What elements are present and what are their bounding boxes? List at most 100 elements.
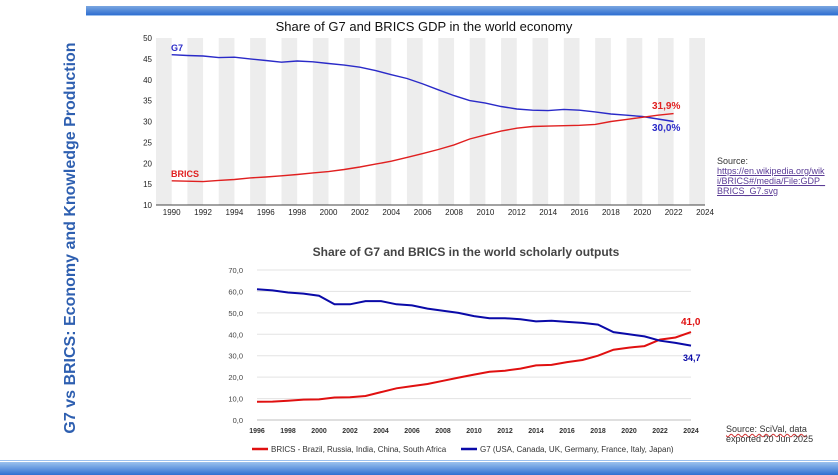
gdp-x-tick-label: 1994 bbox=[226, 208, 244, 217]
gdp-x-tick-label: 2016 bbox=[571, 208, 589, 217]
gdp-y-tick-label: 10 bbox=[143, 201, 152, 210]
gdp-x-tick-label: 1992 bbox=[194, 208, 212, 217]
gdp-x-tick-label: 1996 bbox=[257, 208, 275, 217]
gdp-y-tick-label: 30 bbox=[143, 118, 152, 127]
gdp-grid-band bbox=[312, 38, 329, 205]
gdp-chart-title: Share of G7 and BRICS GDP in the world e… bbox=[276, 19, 573, 34]
gdp-grid-band bbox=[344, 38, 360, 205]
gdp-grid-band bbox=[532, 38, 549, 205]
scholarly-chart-title: Share of G7 and BRICS in the world schol… bbox=[313, 245, 620, 259]
gdp-grid-band bbox=[281, 38, 298, 205]
gdp-source-label: Source: bbox=[717, 156, 749, 166]
scholarly-y-tick-label: 30,0 bbox=[228, 352, 243, 361]
gdp-x-tick-label: 2020 bbox=[633, 208, 651, 217]
scholarly-g7-end-label: 34,7 bbox=[683, 353, 701, 363]
bottom-accent-bar bbox=[0, 462, 838, 475]
gdp-x-tick-label: 2012 bbox=[508, 208, 526, 217]
gdp-y-axis: 10 15 20 25 30 35 40 45 50 bbox=[143, 34, 152, 210]
gdp-g7-line bbox=[171, 54, 674, 123]
scholarly-x-tick-label: 1996 bbox=[249, 428, 265, 435]
gdp-x-axis: 1990 1992 1994 1996 1998 2000 2002 2004 2006 2008… bbox=[163, 208, 715, 217]
scholarly-x-tick-label: 2018 bbox=[590, 428, 606, 435]
scholarly-brics-end-label: 41,0 bbox=[681, 317, 701, 328]
gdp-grid-band bbox=[689, 38, 705, 205]
scival-source-line2: exported 20 Jun 2025 bbox=[726, 434, 814, 444]
scholarly-x-tick-label: 2014 bbox=[528, 428, 544, 435]
scholarly-series-lines bbox=[256, 288, 692, 403]
gdp-grid-band bbox=[187, 38, 204, 205]
gdp-x-tick-label: 2010 bbox=[477, 208, 495, 217]
scholarly-x-tick-label: 2010 bbox=[466, 428, 482, 435]
gdp-grid-band bbox=[250, 38, 266, 205]
scholarly-x-tick-label: 2022 bbox=[652, 428, 668, 435]
scholarly-y-tick-label: 50,0 bbox=[228, 309, 243, 318]
gdp-g7-series-label: G7 bbox=[171, 43, 183, 53]
gdp-y-tick-label: 50 bbox=[143, 34, 152, 43]
gdp-x-tick-label: 2018 bbox=[602, 208, 620, 217]
gdp-source-note: Source: https://en.wikipedia.org/wiki/BR… bbox=[717, 156, 835, 196]
gdp-grid-band bbox=[438, 38, 455, 205]
gdp-x-tick-label: 2024 bbox=[696, 208, 714, 217]
scholarly-x-tick-label: 2000 bbox=[311, 428, 327, 435]
gdp-y-tick-label: 45 bbox=[143, 55, 152, 64]
scholarly-y-tick-label: 0,0 bbox=[233, 416, 243, 425]
legend-g7-label: G7 (USA, Canada, UK, Germany, France, It… bbox=[480, 445, 674, 454]
gdp-x-tick-label: 1990 bbox=[163, 208, 181, 217]
gdp-x-tick-label: 2014 bbox=[539, 208, 557, 217]
gdp-x-tick-label: 2022 bbox=[665, 208, 683, 217]
scholarly-g7-line bbox=[256, 288, 692, 347]
scholarly-legend: BRICS - Brazil, Russia, India, China, So… bbox=[252, 445, 674, 454]
gdp-x-tick-label: 2002 bbox=[351, 208, 369, 217]
gdp-y-tick-label: 25 bbox=[143, 138, 152, 147]
scholarly-y-tick-label: 20,0 bbox=[228, 373, 243, 382]
gdp-source-link[interactable]: https://en.wikipedia.org/wiki/BRICS#/med… bbox=[717, 166, 826, 196]
gdp-chart-background bbox=[140, 18, 712, 222]
bottom-accent-line bbox=[0, 460, 838, 461]
scholarly-x-tick-label: 2006 bbox=[404, 428, 420, 435]
gdp-grid-band bbox=[156, 38, 172, 205]
scholarly-x-axis: 1996 1998 2000 2002 2004 2006 2008 2010 2012 2014… bbox=[249, 428, 699, 435]
gdp-x-tick-label: 1998 bbox=[288, 208, 306, 217]
gdp-grid-band bbox=[501, 38, 517, 205]
gdp-grid-band bbox=[657, 38, 674, 205]
scholarly-x-tick-label: 2008 bbox=[435, 428, 451, 435]
scholarly-x-tick-label: 2020 bbox=[621, 428, 637, 435]
gdp-brics-end-label: 31,9% bbox=[652, 101, 680, 112]
gdp-grid-bands bbox=[156, 38, 705, 206]
gdp-y-tick-label: 35 bbox=[143, 97, 152, 106]
gdp-y-tick-label: 15 bbox=[143, 180, 152, 189]
gdp-y-tick-label: 20 bbox=[143, 159, 152, 168]
scholarly-y-tick-label: 70,0 bbox=[228, 266, 243, 275]
gdp-brics-series-label: BRICS bbox=[171, 169, 199, 179]
scholarly-y-tick-label: 40,0 bbox=[228, 330, 243, 339]
gdp-y-tick-label: 40 bbox=[143, 76, 152, 85]
gdp-grid-band bbox=[626, 38, 643, 205]
gdp-x-tick-label: 2006 bbox=[414, 208, 432, 217]
gdp-g7-end-label: 30,0% bbox=[652, 123, 680, 134]
scholarly-x-tick-label: 2004 bbox=[373, 428, 389, 435]
scholarly-x-tick-label: 2012 bbox=[497, 428, 513, 435]
gdp-x-tick-label: 2004 bbox=[382, 208, 400, 217]
legend-brics-label: BRICS - Brazil, Russia, India, China, So… bbox=[271, 445, 447, 454]
scholarly-y-axis: 0,0 10,0 20,0 30,0 40,0 50,0 60,0 70,0 bbox=[228, 266, 243, 425]
scholarly-x-tick-label: 2002 bbox=[342, 428, 358, 435]
gdp-series-lines bbox=[171, 54, 674, 183]
scholarly-x-tick-label: 2024 bbox=[683, 428, 699, 435]
gdp-grid-band bbox=[469, 38, 486, 205]
scholarly-grid bbox=[257, 269, 691, 421]
gdp-x-tick-label: 2000 bbox=[320, 208, 338, 217]
gdp-brics-line bbox=[171, 112, 674, 183]
top-accent-line bbox=[86, 15, 838, 16]
scholarly-y-tick-label: 10,0 bbox=[228, 395, 243, 404]
gdp-grid-band bbox=[563, 38, 580, 205]
scholarly-x-tick-label: 1998 bbox=[280, 428, 296, 435]
gdp-x-tick-label: 2008 bbox=[445, 208, 463, 217]
scival-source-note: Source: SciVal, data exported 20 Jun 202… bbox=[726, 424, 836, 444]
scholarly-y-tick-label: 60,0 bbox=[228, 287, 243, 296]
scival-source-line1: Source: SciVal, data bbox=[726, 424, 807, 434]
gdp-grid-band bbox=[218, 38, 235, 205]
top-accent-bar bbox=[86, 6, 838, 15]
scholarly-x-tick-label: 2016 bbox=[559, 428, 575, 435]
